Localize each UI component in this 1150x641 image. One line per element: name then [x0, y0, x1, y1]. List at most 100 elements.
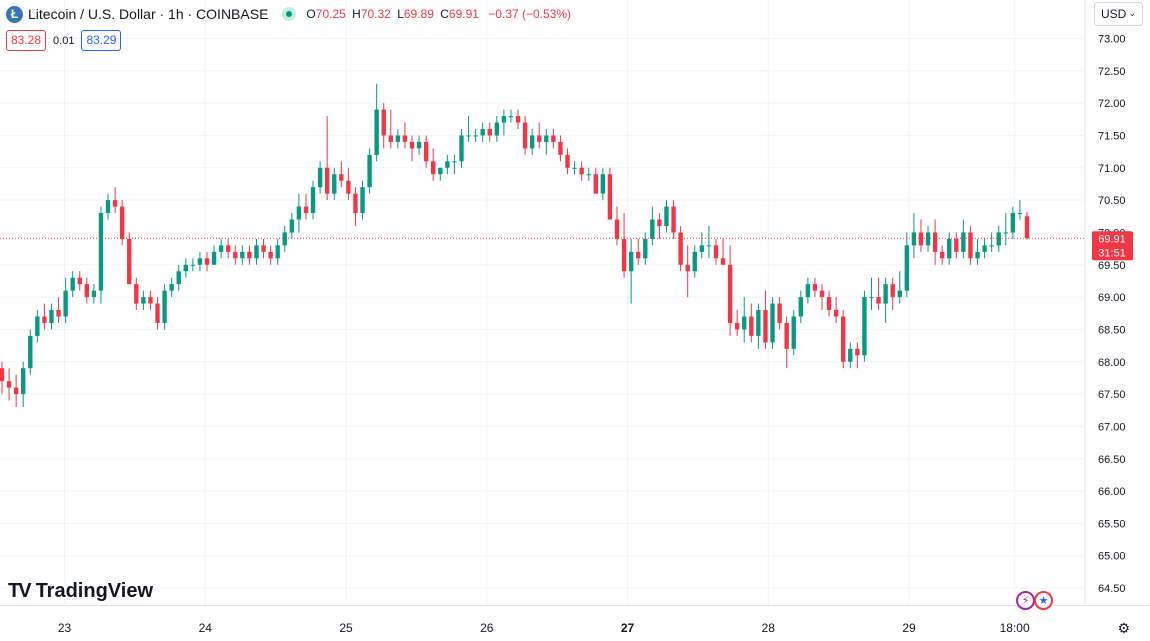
- candle-body: [98, 213, 104, 291]
- candle-body: [939, 251, 945, 259]
- candle-body: [756, 310, 761, 336]
- candle-body: [42, 316, 47, 323]
- candle-body: [438, 167, 443, 175]
- candle-body: [324, 167, 330, 194]
- candle-body: [494, 122, 500, 136]
- open-value: 70.25: [315, 7, 346, 21]
- y-tick-label: 73.00: [1098, 33, 1126, 45]
- candle-body: [402, 135, 408, 142]
- candle-body: [890, 284, 895, 298]
- y-tick-label: 64.50: [1098, 583, 1126, 595]
- candle-body: [621, 238, 627, 272]
- candle-body: [720, 258, 726, 265]
- current-price-label: 69.91: [1098, 233, 1126, 245]
- candle-body: [989, 245, 994, 247]
- current-price-badge: [1092, 231, 1133, 261]
- candle-body: [848, 348, 853, 362]
- candle-body: [176, 271, 181, 285]
- candle-body: [671, 206, 676, 233]
- candle-body: [395, 135, 401, 142]
- candle-body: [13, 387, 19, 395]
- candle-body: [473, 135, 478, 137]
- y-tick-label: 70.50: [1098, 195, 1126, 207]
- candle-body: [508, 116, 514, 118]
- candle-body: [218, 245, 224, 252]
- candle-body: [961, 232, 966, 252]
- candle-body: [28, 335, 33, 369]
- candle-body: [303, 206, 309, 214]
- candle-body: [883, 284, 888, 304]
- symbol-title[interactable]: Litecoin / U.S. Dollar · 1h · COINBASE: [28, 6, 269, 22]
- candle-body: [918, 232, 924, 246]
- candle-body: [643, 238, 648, 259]
- candle-body: [664, 206, 669, 226]
- candle-body: [982, 245, 987, 252]
- candle-body: [975, 251, 980, 259]
- candle-body: [431, 161, 436, 175]
- candle-body: [119, 206, 125, 239]
- chevron-down-icon: ⌄: [1128, 8, 1136, 18]
- candle-body: [742, 316, 747, 330]
- candle-body: [275, 245, 280, 259]
- candle-body: [855, 348, 860, 356]
- gear-icon[interactable]: ⚙: [1117, 620, 1130, 636]
- candle-countdown-label: 31:51: [1098, 247, 1126, 259]
- x-tick-label: 24: [199, 621, 213, 635]
- candle-body: [770, 303, 775, 343]
- candle-body: [56, 310, 61, 317]
- candle-body: [614, 219, 620, 239]
- candle-body: [925, 232, 931, 246]
- candle-body: [522, 122, 528, 149]
- candle-body: [282, 232, 287, 246]
- y-tick-label: 68.00: [1098, 357, 1126, 369]
- candle-body: [515, 116, 521, 123]
- candle-body: [261, 245, 266, 252]
- candle-body: [650, 219, 655, 239]
- x-tick-label: 18:00: [1000, 621, 1030, 635]
- low-label: L: [397, 7, 404, 21]
- candle-body: [685, 264, 690, 272]
- candle-body: [141, 297, 146, 304]
- currency-select[interactable]: USD ⌄: [1094, 2, 1143, 26]
- candle-body: [657, 219, 662, 226]
- candle-body: [876, 297, 881, 304]
- change-value: −0.37 (−0.53%): [488, 7, 572, 21]
- us-flag-badge-icon[interactable]: ★: [1034, 591, 1053, 610]
- candle-body: [791, 316, 796, 349]
- litecoin-icon: Ł: [6, 5, 23, 23]
- candle-body: [155, 303, 160, 323]
- candle-body: [388, 135, 393, 142]
- candle-body: [1017, 213, 1023, 215]
- candle-body: [558, 141, 563, 155]
- candle-body: [240, 251, 245, 259]
- sell-price-button[interactable]: 83.28: [6, 30, 47, 51]
- candle-body: [211, 251, 217, 265]
- candle-body: [812, 284, 818, 291]
- tradingview-logo[interactable]: TV TradingView: [8, 580, 153, 603]
- y-tick-label: 67.50: [1098, 389, 1126, 401]
- candle-body: [466, 135, 471, 137]
- candle-body: [734, 322, 740, 330]
- open-label: O: [306, 7, 316, 21]
- candle-body: [628, 251, 634, 272]
- candle-body: [233, 251, 238, 259]
- buy-price-button[interactable]: 83.29: [81, 30, 122, 51]
- lightning-badge-icon[interactable]: ⚡: [1016, 591, 1035, 610]
- candle-body: [127, 238, 132, 285]
- candle-body: [353, 193, 358, 214]
- y-tick-label: 71.50: [1098, 130, 1126, 142]
- candle-body: [833, 310, 839, 317]
- y-tick-label: 68.50: [1098, 324, 1126, 336]
- candle-body: [636, 251, 641, 259]
- candle-body: [21, 368, 26, 395]
- low-value: 69.89: [403, 7, 434, 21]
- candle-body: [445, 161, 450, 168]
- candle-body: [367, 154, 372, 188]
- candle-body: [706, 245, 712, 247]
- candle-body: [784, 322, 789, 349]
- candle-body: [904, 245, 910, 291]
- candle-body: [204, 258, 210, 265]
- candle-body: [798, 297, 803, 317]
- candle-body: [678, 232, 683, 265]
